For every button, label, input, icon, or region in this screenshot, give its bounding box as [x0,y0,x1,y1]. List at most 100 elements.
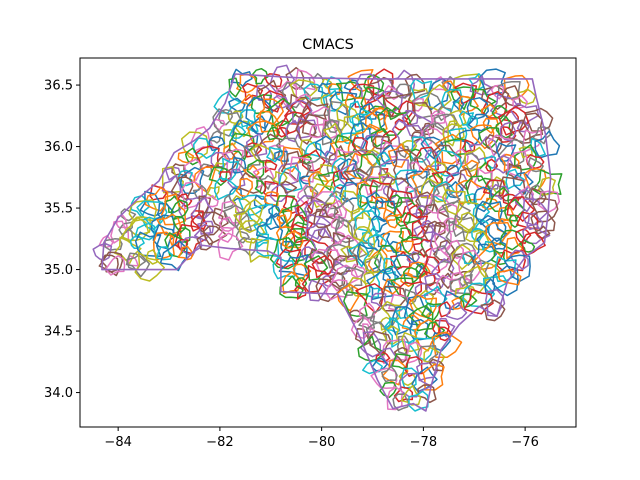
region-outline [437,105,452,122]
region-outline [269,183,289,203]
region-outline [288,156,315,183]
region-outline [463,288,494,315]
region-outline [330,147,360,177]
region-outline [134,251,165,282]
region-outline [326,119,340,134]
region-outline [503,74,530,101]
region-outline [526,212,544,231]
region-outline [408,304,434,332]
region-outline [383,317,418,348]
region-outline [269,237,302,270]
region-outline [246,159,265,181]
region-outline [466,97,490,120]
map-regions [92,64,563,412]
region-outline [170,199,189,221]
y-tick-label: 36.0 [44,140,73,155]
region-outline [304,199,327,226]
region-outline [307,156,330,177]
x-tick-label: −78 [410,435,437,450]
region-outline [193,223,212,242]
region-outline [434,221,446,236]
region-outline [393,197,424,224]
region-outline [218,171,232,183]
region-outline [324,150,338,164]
region-outline [313,191,343,219]
region-outline [378,172,398,186]
region-outline [284,99,312,125]
region-outline [504,254,531,282]
region-outline [509,249,529,271]
region-outline [355,283,384,314]
region-outline [379,158,409,186]
region-outline [199,211,224,236]
region-outline [218,226,234,243]
region-outline [502,193,520,211]
region-outline [490,237,507,250]
region-outline [278,214,288,230]
region-outline [451,243,474,270]
region-outline [507,150,534,183]
region-outline [301,149,326,172]
region-outline [268,204,281,218]
y-tick-label: 34.5 [44,325,73,340]
region-outline [336,103,360,129]
region-outline [512,94,528,110]
region-outline [391,353,411,370]
region-outline [330,216,344,230]
region-outline [262,180,279,197]
region-outline [457,167,473,191]
region-outline [306,213,332,240]
region-outline [430,109,447,125]
region-outline [347,277,368,297]
region-outline [264,159,278,173]
region-outline [208,166,228,187]
region-outline [491,105,508,120]
region-outline [370,215,390,233]
region-outline [497,80,521,100]
region-outline [496,268,522,286]
region-outline [234,210,253,232]
region-outline [527,157,544,173]
region-outline [331,234,364,261]
region-outline [177,245,194,261]
region-outline [211,207,229,228]
region-outline [431,331,463,359]
region-outline [350,263,367,278]
region-outline [410,78,433,102]
region-outline [213,91,242,114]
region-outline [228,97,246,112]
region-outline [317,82,332,95]
region-outline [423,220,442,243]
region-outline [104,255,126,276]
region-outline [209,130,222,144]
region-outline [400,236,428,257]
x-tick-label: −84 [104,435,131,450]
region-outline [441,88,463,113]
region-outline [172,215,187,234]
region-outline [471,227,485,242]
region-outline [470,124,495,150]
region-outline [405,341,423,364]
region-outline [280,180,298,194]
region-outline [184,147,199,166]
region-outline [190,197,214,220]
region-outline [417,345,439,365]
region-outline [490,249,507,266]
region-outline [330,138,352,159]
region-outline [231,156,247,174]
region-outline [490,84,505,100]
region-outline [264,73,283,88]
region-outline [505,168,525,190]
region-outline [113,236,142,265]
region-outline [380,230,405,252]
region-outline [294,195,315,216]
region-outline [253,194,267,210]
region-outline [229,125,247,139]
region-outline [282,271,301,295]
region-outline [273,94,289,109]
region-outline [192,137,218,159]
region-outline [174,224,207,255]
region-outline [458,110,475,126]
region-outline [424,321,446,339]
